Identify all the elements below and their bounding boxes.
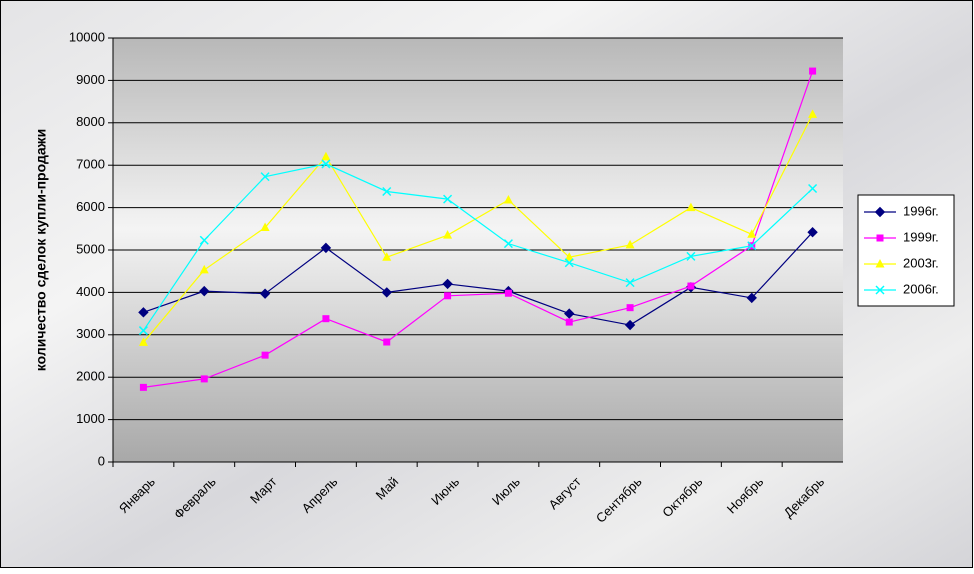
y-tick-label: 7000 — [76, 157, 105, 172]
legend-marker — [874, 206, 886, 218]
marker — [138, 326, 148, 336]
marker — [564, 258, 574, 268]
marker — [746, 292, 757, 304]
marker — [199, 235, 209, 245]
marker — [260, 172, 270, 182]
y-tick-label: 1000 — [76, 411, 105, 426]
marker — [686, 202, 696, 212]
y-tick-label: 6000 — [76, 199, 105, 214]
marker — [626, 304, 634, 312]
marker — [504, 289, 512, 297]
marker — [807, 226, 818, 238]
marker — [503, 239, 513, 249]
marker — [321, 151, 331, 161]
series-line — [142, 163, 813, 331]
series-line — [142, 114, 814, 343]
legend-marker — [875, 259, 885, 268]
marker — [442, 278, 453, 290]
marker — [260, 222, 270, 232]
marker — [808, 109, 818, 118]
marker — [322, 315, 330, 323]
y-tick-label: 9000 — [76, 72, 105, 87]
marker — [747, 229, 757, 238]
y-tick-label: 2000 — [76, 369, 105, 384]
marker — [809, 67, 817, 75]
marker — [686, 251, 696, 261]
marker — [199, 285, 210, 297]
legend-label: 2003г. — [903, 255, 939, 270]
marker — [564, 308, 575, 319]
series-line — [143, 70, 814, 388]
marker — [443, 194, 453, 204]
marker — [383, 338, 391, 346]
y-tick-label: 10000 — [69, 29, 105, 44]
y-tick-label: 8000 — [76, 114, 105, 129]
marker — [625, 278, 635, 288]
marker — [687, 282, 695, 290]
marker — [259, 288, 271, 299]
marker — [320, 242, 332, 254]
marker — [444, 292, 452, 300]
marker — [199, 264, 209, 274]
marker — [261, 351, 269, 359]
legend — [857, 194, 955, 307]
legend-label: 1999г. — [903, 229, 939, 244]
marker — [382, 186, 392, 197]
marker — [382, 252, 392, 261]
marker — [200, 375, 208, 383]
y-tick-label: 4000 — [76, 284, 105, 299]
marker — [808, 183, 818, 194]
marker — [321, 159, 331, 169]
marker — [624, 319, 636, 331]
series-line — [143, 231, 814, 326]
marker — [503, 194, 513, 204]
legend-marker — [875, 285, 885, 295]
marker — [565, 318, 573, 326]
marker — [564, 252, 574, 261]
marker — [381, 287, 392, 298]
legend-label: 1996г. — [903, 203, 939, 218]
marker — [625, 239, 635, 249]
marker — [443, 230, 453, 239]
y-tick-label: 0 — [98, 453, 105, 468]
y-axis-label: количество сделок купли-продажи — [33, 129, 49, 371]
legend-marker — [876, 234, 884, 242]
legend-label: 2006г. — [903, 281, 939, 296]
marker — [747, 241, 757, 251]
marker — [138, 307, 149, 318]
y-tick-label: 5000 — [76, 241, 105, 256]
marker — [139, 383, 147, 391]
marker — [138, 337, 148, 346]
y-tick-label: 3000 — [76, 326, 105, 341]
